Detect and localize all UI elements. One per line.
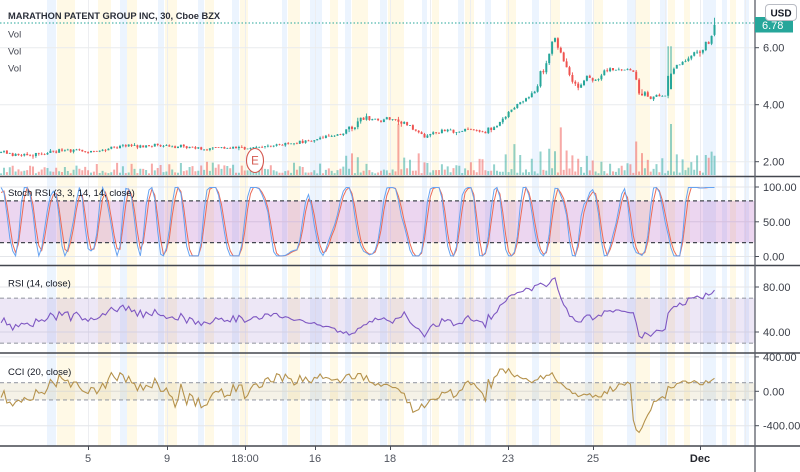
svg-text:50.00: 50.00 (763, 217, 791, 229)
svg-text:16: 16 (309, 453, 321, 465)
svg-text:23: 23 (502, 453, 514, 465)
svg-text:Vol: Vol (8, 47, 21, 58)
svg-text:6.78: 6.78 (762, 20, 783, 32)
svg-text:USD: USD (770, 9, 791, 20)
svg-text:Vol: Vol (8, 30, 21, 41)
svg-text:5: 5 (85, 453, 91, 465)
svg-text:25: 25 (587, 453, 599, 465)
svg-text:6.00: 6.00 (763, 43, 784, 55)
svg-text:Dec: Dec (690, 453, 710, 465)
svg-text:E: E (251, 156, 259, 168)
svg-text:18: 18 (384, 453, 396, 465)
svg-text:80.00: 80.00 (763, 282, 791, 294)
svg-text:18:00: 18:00 (231, 453, 259, 465)
svg-text:0.00: 0.00 (763, 252, 784, 264)
svg-text:RSI (14, close): RSI (14, close) (8, 279, 71, 290)
svg-text:9: 9 (164, 453, 170, 465)
svg-text:400.00: 400.00 (763, 352, 797, 364)
svg-text:Vol: Vol (8, 64, 21, 75)
svg-text:MARATHON PATENT GROUP INC, 30,: MARATHON PATENT GROUP INC, 30, Cboe BZX (8, 11, 221, 21)
svg-text:4.00: 4.00 (763, 100, 784, 112)
svg-text:2.00: 2.00 (763, 157, 784, 169)
svg-text:0.00: 0.00 (763, 386, 784, 398)
svg-text:-400.00: -400.00 (763, 421, 800, 433)
svg-text:40.00: 40.00 (763, 327, 791, 339)
svg-text:CCI (20, close): CCI (20, close) (8, 367, 71, 378)
svg-text:100.00: 100.00 (763, 182, 797, 194)
svg-text:Stoch RSI (3, 3, 14, 14, close: Stoch RSI (3, 3, 14, 14, close) (8, 188, 135, 199)
